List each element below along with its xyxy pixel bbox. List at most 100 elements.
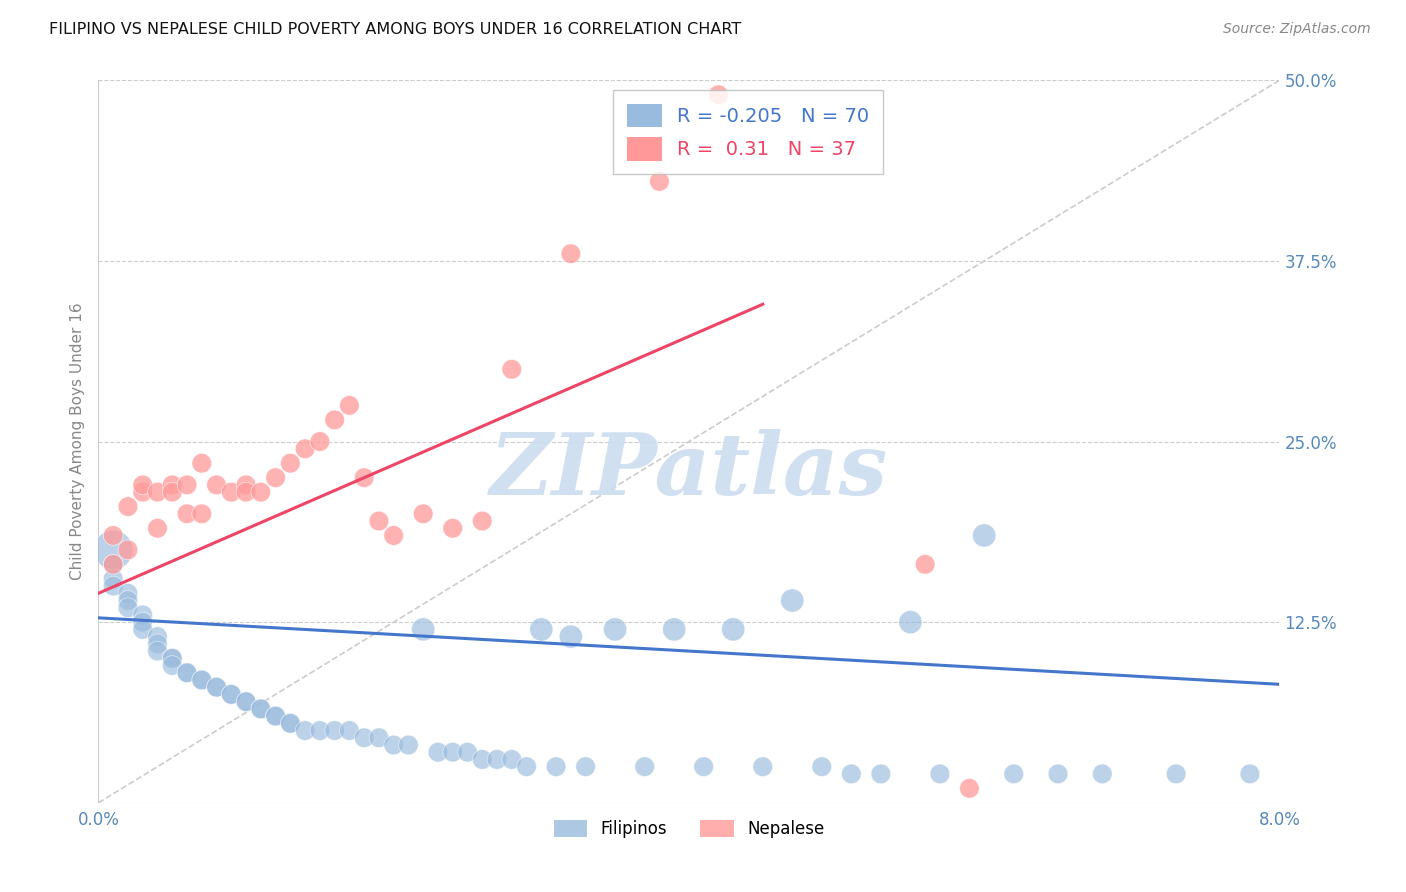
Point: [471, 514, 494, 528]
Point: [264, 709, 287, 723]
Point: [191, 673, 214, 687]
Text: Source: ZipAtlas.com: Source: ZipAtlas.com: [1223, 22, 1371, 37]
Point: [103, 542, 125, 557]
Point: [103, 528, 125, 542]
Point: [103, 558, 125, 572]
Point: [959, 781, 981, 796]
Text: FILIPINO VS NEPALESE CHILD POVERTY AMONG BOYS UNDER 16 CORRELATION CHART: FILIPINO VS NEPALESE CHILD POVERTY AMONG…: [49, 22, 741, 37]
Point: [914, 558, 936, 572]
Point: [221, 485, 243, 500]
Point: [382, 738, 405, 752]
Point: [501, 362, 523, 376]
Point: [634, 760, 657, 774]
Point: [575, 760, 598, 774]
Point: [368, 731, 391, 745]
Point: [176, 478, 198, 492]
Point: [811, 760, 834, 774]
Point: [146, 644, 169, 658]
Point: [530, 623, 553, 637]
Point: [117, 542, 139, 557]
Point: [280, 456, 302, 470]
Point: [353, 731, 375, 745]
Point: [176, 665, 198, 680]
Point: [339, 398, 361, 412]
Point: [973, 528, 995, 542]
Point: [235, 478, 257, 492]
Point: [398, 738, 420, 752]
Point: [294, 723, 316, 738]
Point: [546, 760, 568, 774]
Point: [162, 478, 183, 492]
Point: [205, 680, 228, 694]
Point: [368, 514, 391, 528]
Point: [782, 593, 804, 607]
Point: [412, 507, 434, 521]
Point: [146, 521, 169, 535]
Point: [132, 485, 155, 500]
Point: [191, 456, 214, 470]
Point: [264, 709, 287, 723]
Point: [457, 745, 479, 759]
Point: [560, 630, 582, 644]
Point: [146, 637, 169, 651]
Point: [471, 752, 494, 766]
Point: [117, 600, 139, 615]
Point: [560, 246, 582, 260]
Point: [323, 413, 346, 427]
Point: [250, 702, 273, 716]
Point: [191, 507, 214, 521]
Point: [162, 658, 183, 673]
Point: [162, 651, 183, 665]
Point: [280, 716, 302, 731]
Point: [294, 442, 316, 456]
Point: [132, 615, 155, 630]
Point: [412, 623, 434, 637]
Legend: Filipinos, Nepalese: Filipinos, Nepalese: [547, 814, 831, 845]
Point: [250, 702, 273, 716]
Point: [441, 521, 464, 535]
Point: [235, 695, 257, 709]
Point: [235, 695, 257, 709]
Point: [752, 760, 775, 774]
Point: [132, 623, 155, 637]
Point: [205, 478, 228, 492]
Point: [1166, 767, 1188, 781]
Point: [427, 745, 450, 759]
Point: [117, 586, 139, 600]
Point: [1046, 767, 1070, 781]
Point: [516, 760, 538, 774]
Point: [235, 485, 257, 500]
Point: [176, 507, 198, 521]
Point: [693, 760, 716, 774]
Point: [117, 593, 139, 607]
Point: [441, 745, 464, 759]
Point: [339, 723, 361, 738]
Point: [221, 687, 243, 701]
Point: [132, 478, 155, 492]
Point: [900, 615, 922, 630]
Point: [103, 572, 125, 586]
Point: [132, 607, 155, 622]
Point: [1091, 767, 1114, 781]
Point: [309, 434, 332, 449]
Point: [205, 680, 228, 694]
Point: [605, 623, 627, 637]
Point: [264, 470, 287, 484]
Point: [1002, 767, 1025, 781]
Point: [221, 687, 243, 701]
Point: [146, 485, 169, 500]
Point: [870, 767, 893, 781]
Point: [117, 500, 139, 514]
Point: [176, 665, 198, 680]
Point: [382, 528, 405, 542]
Point: [103, 558, 125, 572]
Point: [841, 767, 863, 781]
Point: [929, 767, 952, 781]
Point: [250, 485, 273, 500]
Text: ZIPatlas: ZIPatlas: [489, 429, 889, 512]
Point: [146, 630, 169, 644]
Point: [1239, 767, 1261, 781]
Point: [707, 87, 730, 102]
Point: [323, 723, 346, 738]
Point: [664, 623, 686, 637]
